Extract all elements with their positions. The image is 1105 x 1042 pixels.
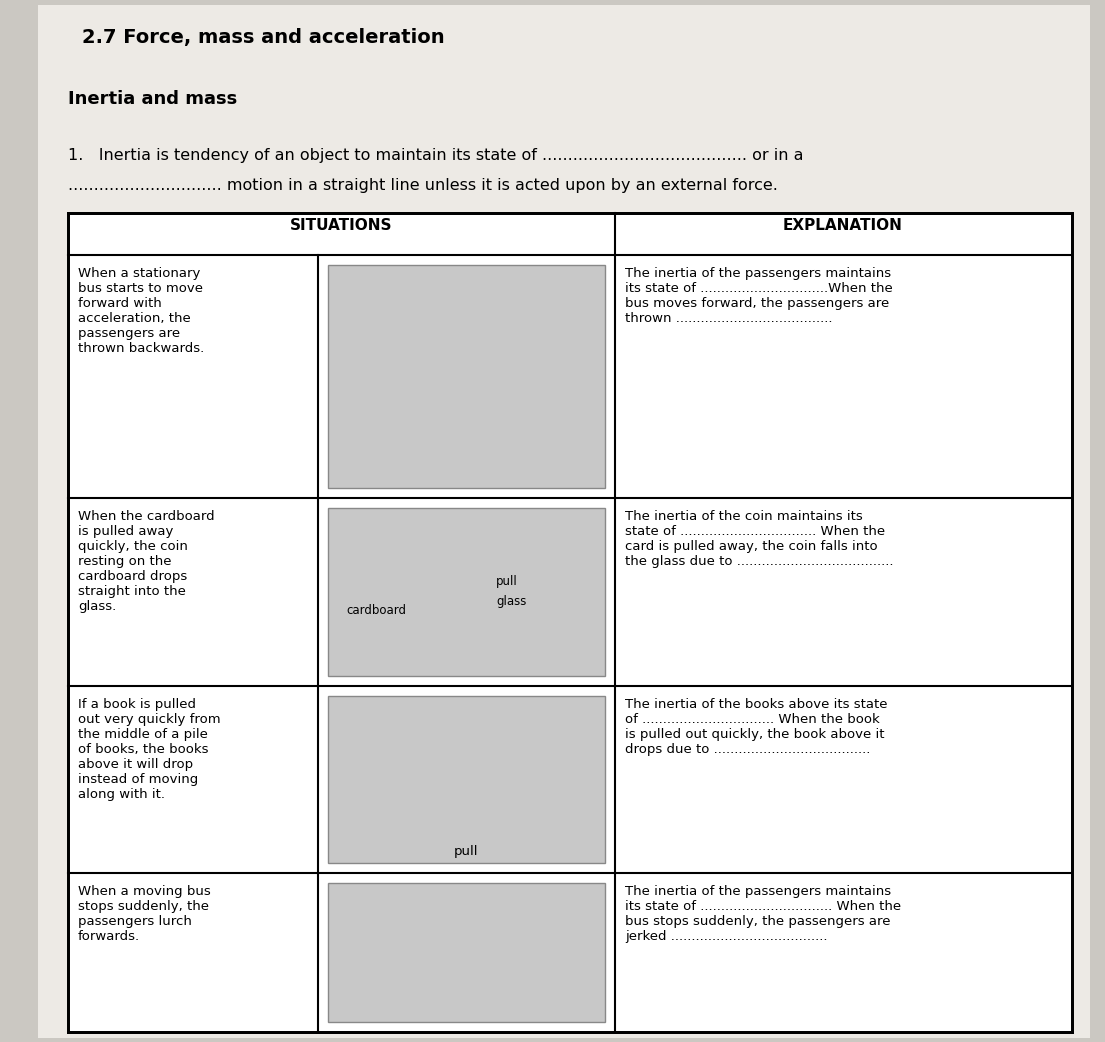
Bar (328, 508, 606, 676)
Text: The inertia of the books above its state
of ................................ Whe: The inertia of the books above its state… (625, 698, 887, 756)
Text: glass: glass (496, 595, 526, 609)
Text: .............................. motion in a straight line unless it is acted upon: .............................. motion in… (69, 178, 778, 193)
Text: When a stationary
bus starts to move
forward with
acceleration, the
passengers a: When a stationary bus starts to move for… (78, 267, 204, 355)
Text: 1.   Inertia is tendency of an object to maintain its state of .................: 1. Inertia is tendency of an object to m… (69, 148, 803, 163)
Bar (328, 696, 606, 863)
Text: EXPLANATION: EXPLANATION (783, 219, 903, 233)
Text: pull: pull (496, 575, 518, 589)
Text: The inertia of the passengers maintains
its state of ...........................: The inertia of the passengers maintains … (625, 267, 893, 325)
Bar (328, 265, 606, 488)
Text: The inertia of the passengers maintains
its state of ...........................: The inertia of the passengers maintains … (625, 885, 901, 943)
Text: SITUATIONS: SITUATIONS (290, 219, 392, 233)
Text: 2.7 Force, mass and acceleration: 2.7 Force, mass and acceleration (82, 28, 444, 47)
Text: The inertia of the coin maintains its
state of .................................: The inertia of the coin maintains its st… (625, 510, 894, 568)
Text: cardboard: cardboard (346, 603, 406, 617)
Text: When a moving bus
stops suddenly, the
passengers lurch
forwards.: When a moving bus stops suddenly, the pa… (78, 885, 211, 943)
Text: Inertia and mass: Inertia and mass (69, 90, 238, 108)
Text: When the cardboard
is pulled away
quickly, the coin
resting on the
cardboard dro: When the cardboard is pulled away quickl… (78, 510, 214, 613)
Bar (69, 213, 1072, 1032)
Text: If a book is pulled
out very quickly from
the middle of a pile
of books, the boo: If a book is pulled out very quickly fro… (78, 698, 221, 801)
Bar (328, 883, 606, 1022)
Text: pull: pull (454, 844, 478, 858)
